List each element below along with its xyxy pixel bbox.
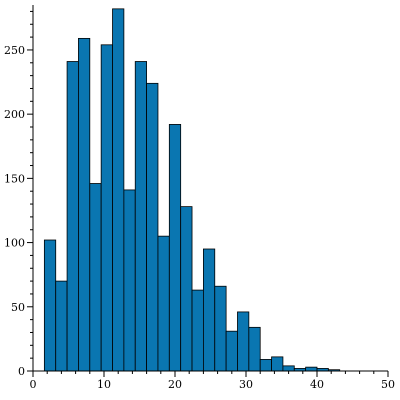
- histogram-bar-23: [305, 366, 318, 372]
- axes-group: [32, 5, 388, 372]
- histogram-bar-7: [123, 189, 136, 372]
- bars-group: [43, 8, 341, 372]
- histogram-bar-15: [214, 285, 227, 372]
- x-tick-label: 30: [239, 378, 253, 391]
- histogram-bar-13: [191, 289, 204, 372]
- x-tick-label: 20: [168, 378, 182, 391]
- histogram-bar-3: [78, 37, 91, 372]
- ticks-group: [27, 10, 389, 377]
- histogram-bar-6: [112, 8, 125, 372]
- histogram-bar-20: [271, 356, 284, 372]
- histogram-bar-11: [168, 124, 182, 372]
- histogram-bar-21: [282, 365, 295, 372]
- y-tick-label: 100: [4, 237, 25, 250]
- histogram-bar-5: [100, 44, 113, 372]
- y-tick-label: 250: [4, 44, 25, 57]
- x-tick-label: 10: [97, 378, 111, 391]
- histogram-bar-8: [134, 61, 148, 372]
- histogram-bar-0: [43, 239, 57, 372]
- histogram-bar-2: [66, 61, 79, 372]
- y-tick-label: 150: [4, 172, 25, 185]
- y-tick-label: 200: [4, 108, 25, 121]
- histogram-bar-14: [202, 248, 216, 372]
- histogram-bar-4: [89, 183, 102, 372]
- histogram-bar-9: [146, 82, 159, 372]
- histogram-bar-18: [248, 326, 261, 372]
- x-tick-label: 40: [310, 378, 324, 391]
- y-tick-label: 50: [11, 301, 25, 314]
- histogram-bar-17: [237, 311, 250, 372]
- histogram-bar-12: [180, 206, 193, 372]
- histogram-bar-10: [157, 235, 170, 372]
- histogram-bar-1: [55, 280, 68, 372]
- histogram-bar-16: [225, 330, 238, 372]
- x-tick-label: 50: [381, 378, 395, 391]
- tick-labels-group: 0 10 20 30 40 50 0 50 100 150 200 250: [4, 44, 395, 391]
- histogram-bar-19: [259, 359, 272, 372]
- x-tick-label: 0: [30, 378, 37, 391]
- y-tick-label: 0: [18, 365, 25, 378]
